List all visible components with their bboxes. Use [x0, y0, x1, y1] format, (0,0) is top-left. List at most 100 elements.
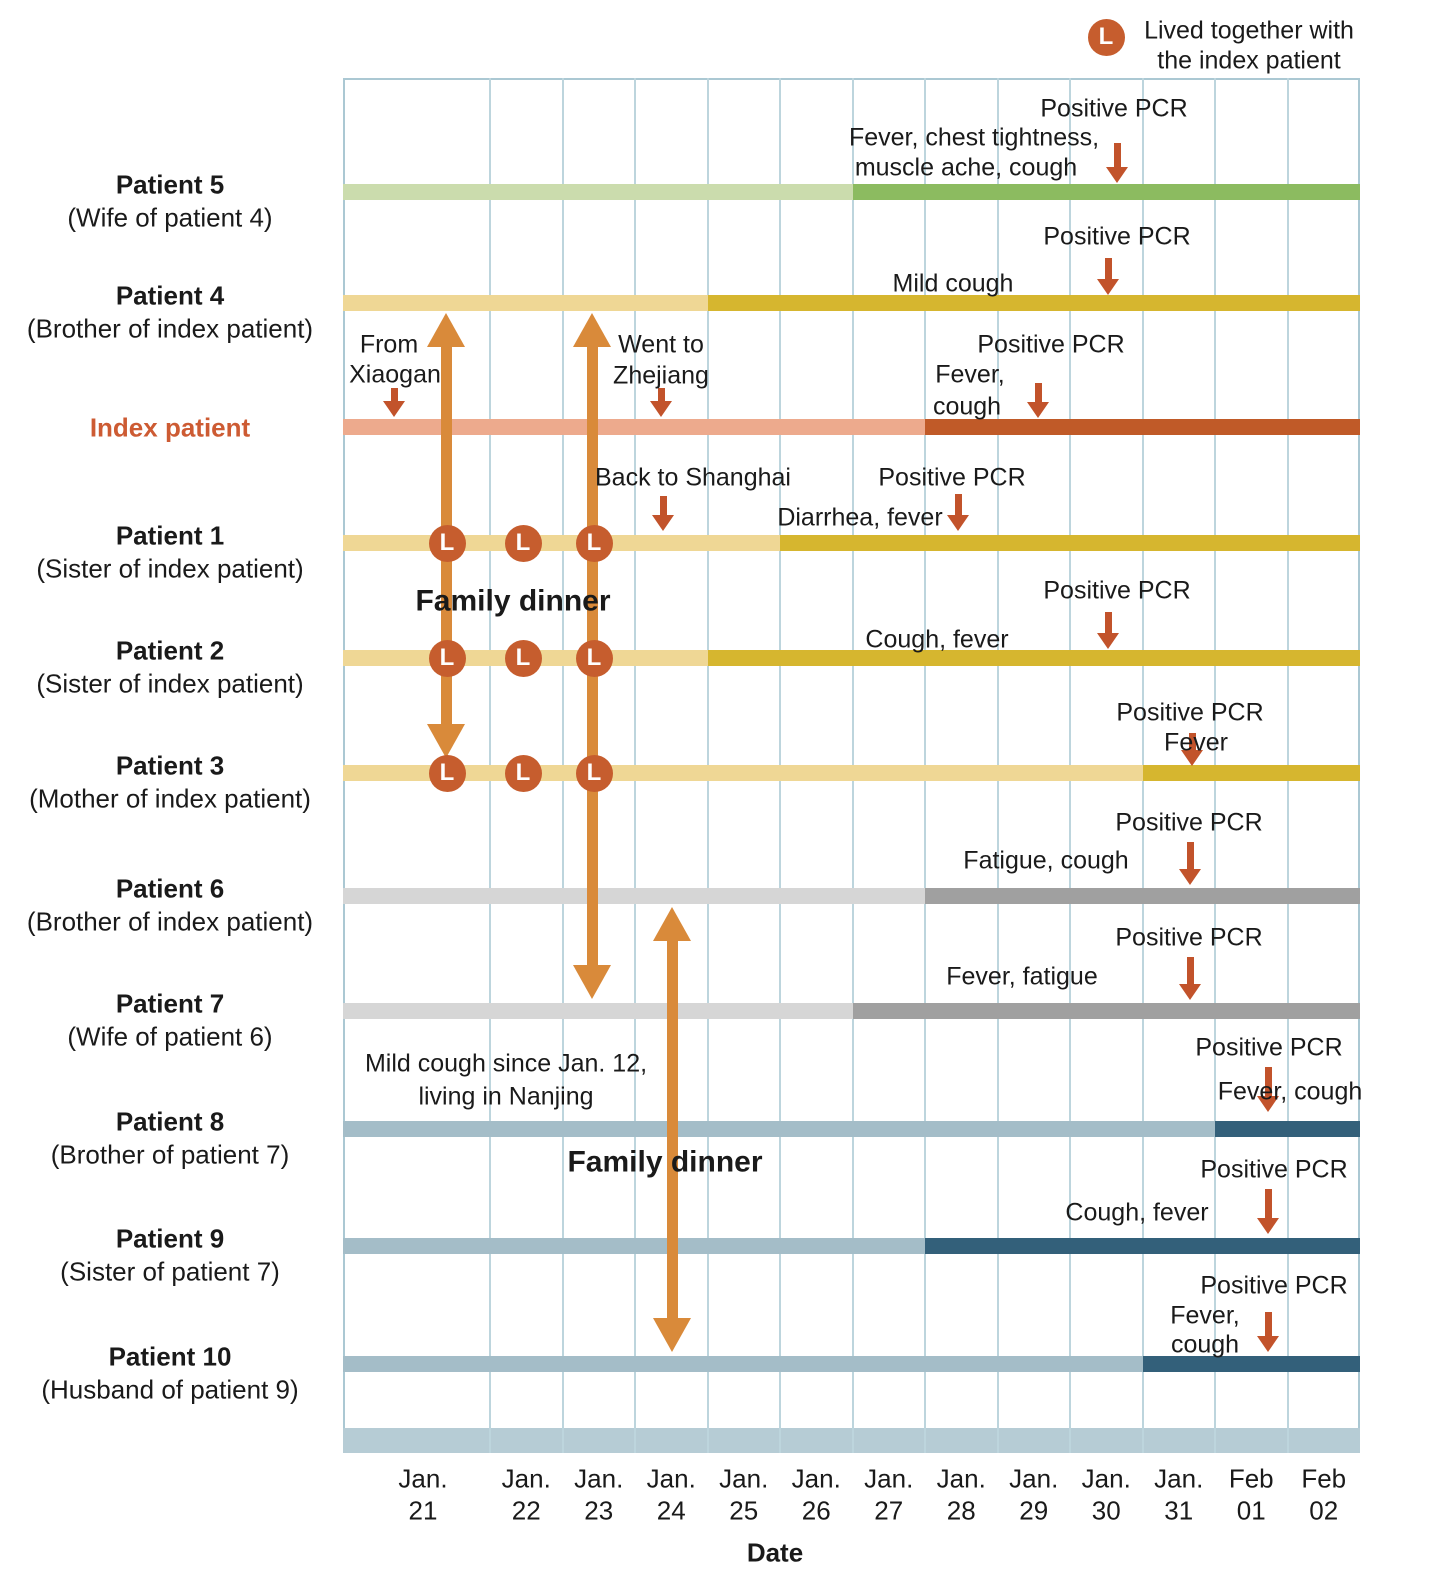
pcr-label: Positive PCR	[1043, 222, 1191, 251]
x-tick-day: 22	[511, 1495, 541, 1526]
x-tick-day: 21	[408, 1495, 438, 1526]
x-tick-day: 02	[1309, 1495, 1339, 1526]
row-label-name: Patient 6	[115, 873, 225, 904]
travel-label: Back to Shanghai	[595, 463, 791, 492]
x-axis-title: Date	[746, 1537, 804, 1568]
arrow-head-down	[427, 724, 465, 758]
symptom-label: muscle ache, cough	[854, 153, 1078, 182]
bar-presymptomatic	[343, 765, 1143, 781]
bar-presymptomatic	[343, 535, 780, 551]
arrow-shaft	[1264, 1312, 1272, 1339]
x-tick-day: 23	[584, 1495, 614, 1526]
bar-presymptomatic	[343, 1121, 1215, 1137]
bar-symptomatic	[1215, 1121, 1360, 1137]
arrow-shaft	[1264, 1067, 1272, 1099]
arrow-shaft	[954, 494, 962, 518]
bar-symptomatic	[780, 535, 1360, 551]
symptom-label: Diarrhea, fever	[777, 503, 943, 532]
row-label-relation: (Husband of patient 9)	[41, 1374, 299, 1405]
symptom-label: Fever,	[1170, 1301, 1240, 1330]
lived-together-marker: L	[428, 639, 466, 677]
symptom-label: Fever	[1164, 728, 1228, 757]
row-label-relation: (Sister of index patient)	[36, 668, 304, 699]
x-tick-month: Jan.	[719, 1463, 769, 1494]
x-tick-month: Jan.	[574, 1463, 624, 1494]
x-tick-month: Jan.	[398, 1463, 448, 1494]
arrow-shaft	[1104, 612, 1112, 636]
arrow-head-down	[383, 401, 405, 417]
bar-symptomatic	[852, 1003, 1360, 1019]
travel-arrow	[383, 388, 405, 417]
arrow-shaft	[390, 388, 398, 404]
bar-presymptomatic	[343, 1356, 1143, 1372]
x-tick-month: Jan.	[936, 1463, 986, 1494]
legend-text-line2: the index patient	[1157, 46, 1341, 75]
row-label-relation: (Mother of index patient)	[29, 783, 311, 814]
arrow-shaft	[657, 388, 665, 404]
symptom-label: Mild cough	[892, 269, 1014, 298]
bar-symptomatic	[1142, 765, 1360, 781]
pcr-label: Positive PCR	[1043, 576, 1191, 605]
x-tick-day: 24	[656, 1495, 686, 1526]
x-tick-month: Jan.	[501, 1463, 551, 1494]
row-label-relation: (Sister of patient 7)	[60, 1256, 280, 1287]
symptom-label: Cough, fever	[865, 625, 1009, 654]
pcr-arrow	[1181, 733, 1203, 766]
lived-together-marker: L	[428, 524, 466, 562]
arrow-head-down	[653, 1318, 691, 1352]
arrow-head-down	[652, 515, 674, 531]
pcr-label: Positive PCR	[1116, 698, 1264, 727]
lived-together-marker: L	[428, 754, 466, 792]
pcr-arrow	[1106, 143, 1128, 183]
arrow-head-down	[1179, 869, 1201, 885]
travel-label: Went to	[618, 330, 704, 359]
arrow-head-down	[650, 401, 672, 417]
arrow-head-down	[947, 515, 969, 531]
bar-presymptomatic	[343, 419, 925, 435]
row-label-relation: (Wife of patient 4)	[67, 202, 273, 233]
lived-together-marker: L	[504, 524, 542, 562]
bar-presymptomatic	[343, 1003, 853, 1019]
row-label-name: Patient 5	[115, 169, 225, 200]
row-label-relation: (Sister of index patient)	[36, 553, 304, 584]
bar-presymptomatic	[343, 1238, 925, 1254]
x-tick-month: Feb	[1228, 1463, 1274, 1494]
symptom-label: Fatigue, cough	[963, 846, 1129, 875]
note-label: Mild cough since Jan. 12,	[364, 1049, 648, 1078]
x-tick-day: 01	[1236, 1495, 1266, 1526]
family-dinner-label: Family dinner	[567, 1145, 763, 1179]
arrow-head-down	[1257, 1336, 1279, 1352]
pcr-arrow	[947, 494, 969, 531]
arrow-shaft	[659, 496, 667, 518]
pcr-arrow	[1257, 1067, 1279, 1112]
row-label-name: Patient 7	[115, 988, 225, 1019]
arrow-shaft	[666, 938, 678, 1321]
row-label-relation: (Brother of index patient)	[26, 313, 314, 344]
x-tick-day: 30	[1091, 1495, 1121, 1526]
symptom-label: Fever, cough	[1217, 1077, 1363, 1106]
symptom-label: cough	[932, 392, 1002, 421]
travel-arrow	[650, 388, 672, 417]
arrow-head-up	[653, 907, 691, 941]
arrow-head-down	[1106, 167, 1128, 183]
x-tick-day: 29	[1019, 1495, 1049, 1526]
x-tick-month: Feb	[1301, 1463, 1347, 1494]
bar-symptomatic	[707, 650, 1360, 666]
pcr-label: Positive PCR	[1200, 1155, 1348, 1184]
row-label-name: Patient 3	[115, 750, 225, 781]
x-tick-day: 27	[874, 1495, 904, 1526]
arrow-head-down	[1257, 1218, 1279, 1234]
x-tick-month: Jan.	[791, 1463, 841, 1494]
x-tick-month: Jan.	[1009, 1463, 1059, 1494]
bar-presymptomatic	[343, 888, 925, 904]
bar-symptomatic	[852, 184, 1360, 200]
symptom-label: Fever,	[935, 360, 1005, 389]
row-label-name: Patient 8	[115, 1106, 225, 1137]
x-tick-month: Jan.	[864, 1463, 914, 1494]
row-label-relation: (Brother of index patient)	[26, 906, 314, 937]
legend-symbol: L	[1098, 23, 1114, 50]
x-tick-day: 26	[801, 1495, 831, 1526]
pcr-arrow	[1097, 258, 1119, 295]
arrow-head-up	[573, 313, 611, 347]
